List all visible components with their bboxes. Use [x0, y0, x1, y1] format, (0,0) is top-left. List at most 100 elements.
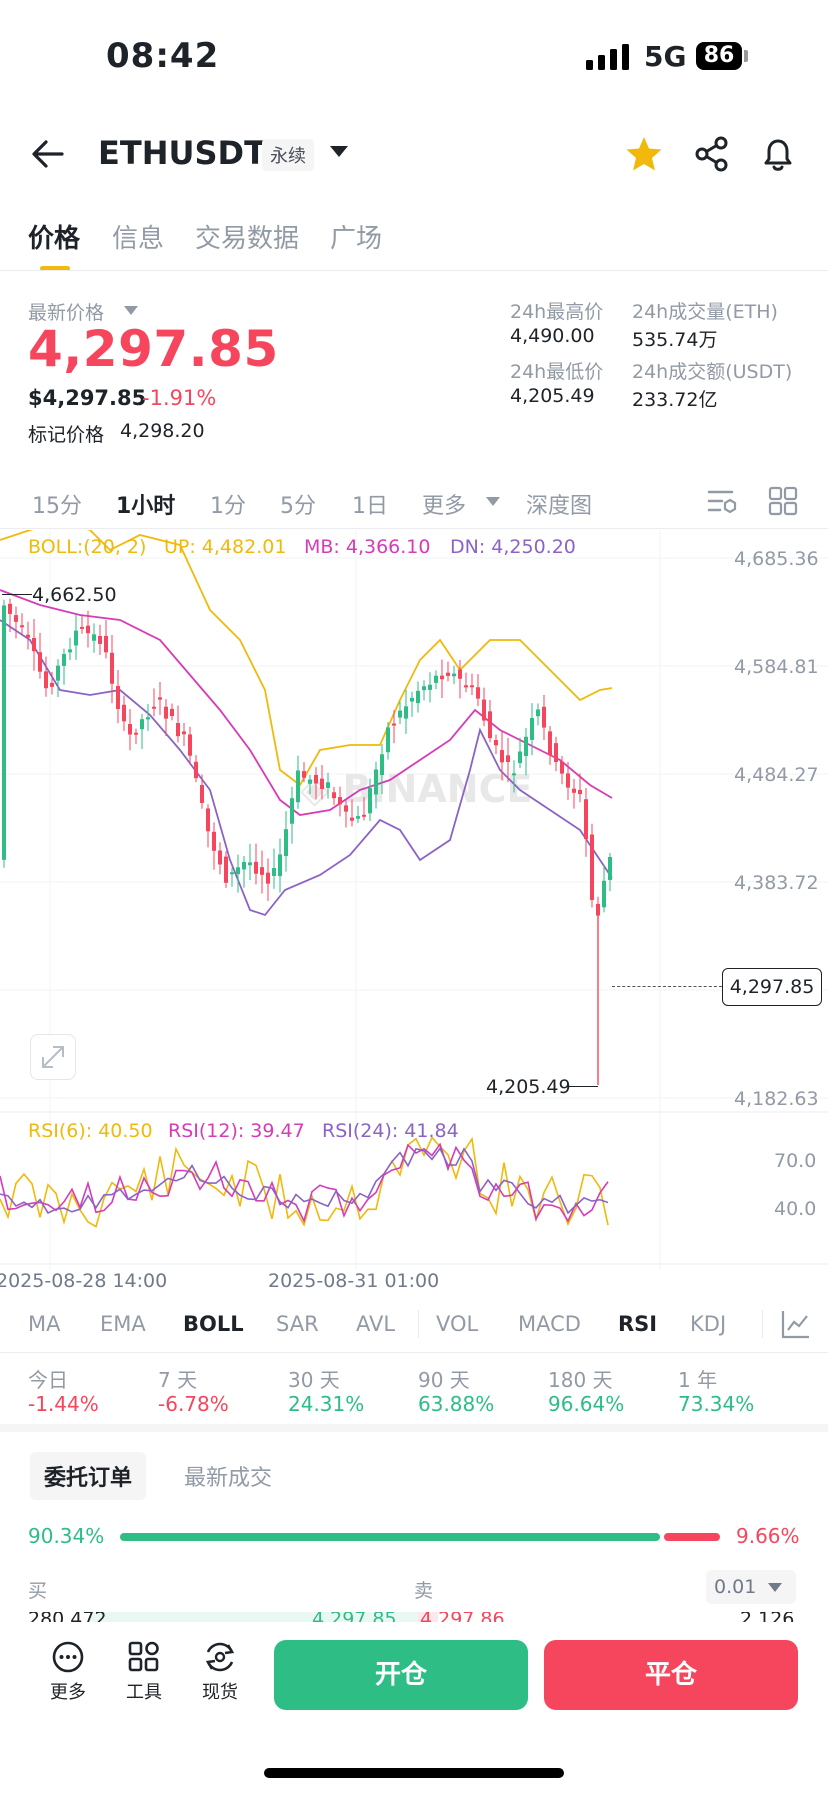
grid-icon[interactable]: [768, 486, 798, 516]
candle-body: [302, 771, 306, 778]
section-divider: [0, 1424, 828, 1432]
perf-value: 24.31%: [288, 1392, 365, 1416]
interval-1m[interactable]: 1分: [210, 494, 246, 519]
high-marker: 4,662.50: [32, 584, 117, 606]
perf-label: 30 天: [288, 1368, 340, 1392]
candle-body: [38, 652, 42, 672]
candle-body: [98, 635, 102, 644]
mark-price-label: 标记价格: [28, 424, 105, 446]
candle-body: [602, 880, 606, 908]
candle-body: [392, 723, 396, 726]
indicator-ema[interactable]: EMA: [100, 1312, 146, 1336]
perf-value: 63.88%: [418, 1392, 495, 1416]
candle-body: [92, 634, 96, 641]
interval-1d[interactable]: 1日: [352, 494, 388, 519]
interval-more[interactable]: 更多: [422, 494, 467, 519]
perf-value: 96.64%: [548, 1392, 625, 1416]
high-value: 4,490.00: [510, 325, 595, 347]
more-caret-icon[interactable]: [486, 497, 500, 506]
candle-body: [320, 778, 324, 790]
candle-body: [2, 605, 6, 860]
buy-sell-ratio-bar: [120, 1533, 720, 1541]
interval-15m[interactable]: 15分: [32, 494, 82, 519]
rsi-6-line: [0, 1136, 609, 1228]
indicator-rsi[interactable]: RSI: [618, 1312, 658, 1336]
candle-body: [362, 814, 366, 817]
chevron-down-icon[interactable]: [330, 146, 348, 157]
candle-body: [488, 711, 492, 739]
indicator-ma[interactable]: MA: [28, 1312, 61, 1336]
candle-body: [230, 872, 234, 875]
candle-body: [140, 719, 144, 730]
candle-body: [500, 750, 504, 763]
rsi-level-70: 70.0: [774, 1150, 817, 1172]
interval-5m[interactable]: 5分: [280, 494, 316, 519]
tools-icon: [128, 1641, 159, 1672]
more-button[interactable]: 更多: [38, 1640, 98, 1704]
interval-1h[interactable]: 1小时: [116, 494, 176, 519]
candle-body: [410, 697, 414, 702]
precision-select[interactable]: 0.01: [706, 1570, 796, 1604]
peek-buy-price: 4,297.85: [312, 1612, 397, 1624]
kline-chart[interactable]: ◈ BINANCE: [0, 530, 828, 1270]
candle-body: [374, 769, 378, 795]
tab-trades[interactable]: 最新成交: [184, 1466, 273, 1491]
interval-depth[interactable]: 深度图: [526, 494, 593, 519]
perf-value: 73.34%: [678, 1392, 755, 1416]
current-price-tag[interactable]: 4,297.85: [722, 968, 822, 1006]
symbol-title[interactable]: ETHUSDT: [98, 134, 266, 172]
back-arrow-icon[interactable]: [30, 136, 66, 172]
candle-body: [188, 734, 192, 756]
candle-body: [518, 751, 522, 764]
boll-up: UP: 4,482.01: [164, 536, 287, 558]
candle-body: [284, 829, 288, 857]
candle-body: [344, 805, 348, 812]
candle-body: [260, 867, 264, 875]
bell-icon[interactable]: [758, 134, 798, 174]
buy-ratio-fill: [120, 1533, 661, 1541]
chevron-down-icon: [768, 1583, 782, 1592]
candle-body: [212, 831, 216, 851]
candle-body: [536, 709, 540, 717]
tab-orders[interactable]: 委托订单: [30, 1452, 147, 1500]
candle-body: [104, 635, 108, 653]
low-marker-line: [568, 1086, 598, 1087]
expand-button[interactable]: [30, 1034, 76, 1080]
tab-trading-data[interactable]: 交易数据: [195, 224, 300, 254]
chart-settings-icon[interactable]: [706, 486, 738, 516]
tools-button[interactable]: 工具: [114, 1640, 174, 1704]
candle-body: [44, 671, 48, 689]
candle-body: [416, 690, 420, 704]
indicator-macd[interactable]: MACD: [518, 1312, 581, 1336]
candle-body: [482, 699, 486, 721]
indicator-settings-icon[interactable]: [780, 1308, 812, 1340]
indicator-vol[interactable]: VOL: [436, 1312, 479, 1336]
candle-body: [578, 789, 582, 795]
tab-square[interactable]: 广场: [330, 224, 383, 254]
close-position-button[interactable]: 平仓: [544, 1640, 798, 1710]
tab-price[interactable]: 价格: [28, 224, 81, 254]
peek-sell-price: 4,297.86: [420, 1612, 505, 1624]
candle-body: [290, 798, 294, 824]
share-icon[interactable]: [692, 134, 732, 174]
open-position-button[interactable]: 开仓: [274, 1640, 528, 1710]
candle-body: [434, 675, 438, 683]
star-icon[interactable]: [624, 134, 664, 174]
indicator-avl[interactable]: AVL: [356, 1312, 396, 1336]
contract-type-badge: 永续: [262, 139, 314, 171]
caret-down-icon[interactable]: [124, 306, 138, 315]
indicator-sar[interactable]: SAR: [276, 1312, 319, 1336]
candle-body: [272, 868, 276, 876]
indicator-boll[interactable]: BOLL: [183, 1312, 244, 1336]
tab-info[interactable]: 信息: [112, 224, 165, 254]
spot-button[interactable]: 现货: [190, 1640, 250, 1704]
candle-body: [404, 706, 408, 719]
indicator-kdj[interactable]: KDJ: [690, 1312, 727, 1336]
candle-body: [8, 603, 12, 614]
x-label: 2025-08-28 14:00: [0, 1270, 168, 1292]
last-price-label[interactable]: 最新价格: [28, 302, 105, 324]
candle-body: [386, 727, 390, 753]
candle-body: [26, 634, 30, 638]
rsi-12: RSI(12): 39.47: [168, 1120, 305, 1142]
candle-body: [554, 743, 558, 763]
